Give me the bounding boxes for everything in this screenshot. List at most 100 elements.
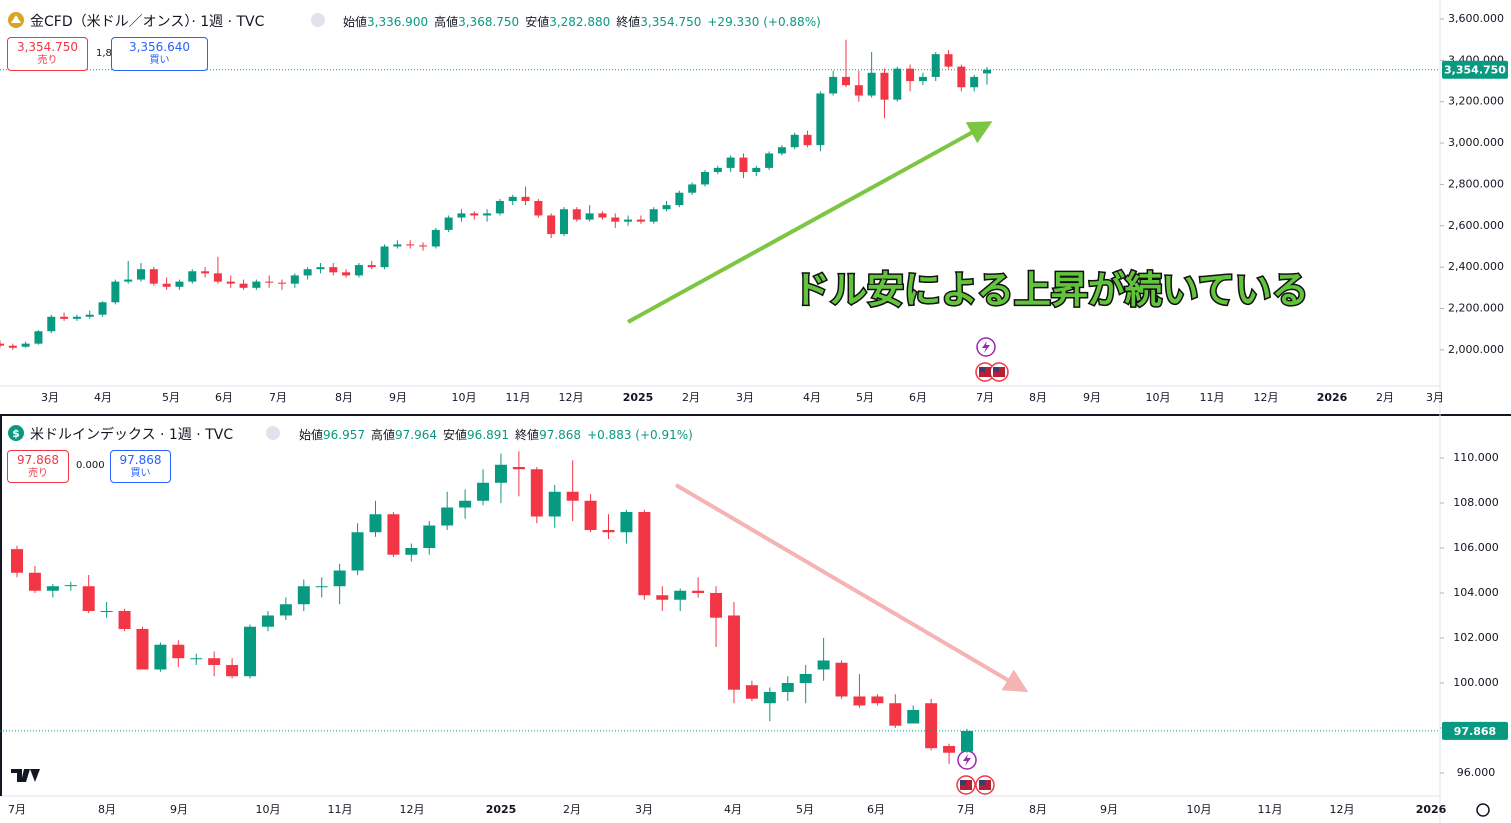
candle-body [351, 532, 364, 571]
candle-body [459, 500, 472, 508]
candle-body [880, 72, 889, 100]
ohlc-value: 3,336.900 [367, 15, 429, 29]
x-tick-label: 4月 [803, 391, 821, 404]
candle-body [47, 316, 56, 332]
candle-body [739, 157, 748, 173]
candle-body [315, 586, 328, 588]
candle-body [907, 709, 920, 724]
x-tick-label: 8月 [1029, 391, 1047, 404]
y-tick-label: 3,000.000 [1448, 136, 1504, 149]
candle-body [781, 682, 794, 692]
candle-body [611, 217, 620, 222]
x-tick-label: 11月 [506, 391, 531, 404]
candle-body [136, 628, 149, 670]
candle-body [799, 673, 812, 683]
y-tick-label: 2,400.000 [1448, 260, 1504, 273]
y-tick-label: 2,000.000 [1448, 343, 1504, 356]
x-tick-label: 2025 [486, 803, 517, 816]
dollar-icon: $ [12, 427, 20, 440]
candle-body [867, 72, 876, 96]
candle-body [72, 316, 81, 319]
x-tick-label: 6月 [867, 803, 885, 816]
buy-price: 97.868 [119, 453, 162, 467]
x-tick-label: 7月 [269, 391, 287, 404]
candle-body [701, 172, 709, 185]
ohlc: 始値3,336.900 高値3,368.750 安値3,282.880 終値3,354… [343, 13, 827, 30]
x-tick-label: 12月 [1330, 803, 1355, 816]
x-tick-label: 10月 [1146, 391, 1171, 404]
x-tick-label: 11月 [328, 803, 353, 816]
candle-body [943, 745, 956, 753]
x-tick-label: 3月 [1426, 391, 1444, 404]
candle-body [530, 469, 543, 517]
candle-body [252, 281, 261, 288]
candle-body [893, 68, 902, 100]
x-tick-label: 8月 [335, 391, 353, 404]
ohlc-value: 97.964 [395, 428, 438, 442]
x-tick-label: 2月 [682, 391, 700, 404]
candle-body [34, 331, 43, 344]
ohlc-label: 安値 [443, 428, 468, 442]
candle-body [777, 147, 786, 154]
candle-body [957, 66, 966, 88]
candle-body [100, 610, 113, 612]
y-tick-label: 104.000 [1453, 586, 1499, 599]
sell-button[interactable]: 97.868 売り [7, 450, 69, 483]
x-tick-label: 3月 [736, 391, 754, 404]
candle-body [871, 696, 884, 704]
candle-body [190, 658, 203, 660]
x-tick-label: 8月 [98, 803, 116, 816]
trend-arrow [674, 483, 1029, 693]
candle-body [405, 547, 418, 555]
candle-body [380, 246, 389, 268]
candle-body [745, 685, 758, 699]
candle-body [656, 595, 669, 600]
candle-body [763, 691, 776, 704]
change: +0.883 (+0.91%) [587, 428, 693, 442]
candle-body [226, 281, 235, 284]
candle-body [842, 76, 850, 86]
candle-body [279, 604, 292, 616]
annotation: ドル安による上昇が続いている [793, 269, 1309, 312]
symbol-title: 米ドルインデックス · 1週 · TVC [30, 427, 234, 443]
ohlc-label: 高値 [371, 428, 396, 442]
sell-button[interactable]: 3,354.750 売り [7, 37, 88, 71]
x-tick-label: 4月 [724, 803, 742, 816]
candle-body [333, 570, 346, 587]
ohlc-value: 96.957 [323, 428, 366, 442]
ohlc-label: 安値 [525, 15, 550, 29]
candle-body [162, 283, 171, 287]
candle-body [297, 586, 310, 605]
x-tick-label: 5月 [162, 391, 180, 404]
candle-body [495, 200, 504, 214]
x-tick-label: 8月 [1029, 803, 1047, 816]
candle-body [970, 76, 979, 88]
candle-body [790, 134, 799, 148]
ohlc-label: 終値 [515, 428, 540, 442]
candle-body [303, 269, 312, 276]
candle-body [816, 93, 825, 146]
buy-label: 買い [149, 55, 170, 66]
candle-body [585, 213, 594, 220]
x-tick-label: 5月 [856, 391, 874, 404]
x-tick-label: 2月 [563, 803, 581, 816]
candle-body [692, 590, 705, 593]
candle-body [649, 209, 658, 222]
buy-button[interactable]: 3,356.640 買い [111, 37, 208, 71]
x-tick-label: 11月 [1258, 803, 1283, 816]
ohlc-label: 始値 [343, 15, 368, 29]
candle-body [547, 215, 556, 235]
x-tick-label: 12月 [400, 803, 425, 816]
candle-body [369, 514, 382, 533]
candle-body [175, 281, 184, 287]
spread: 1,890 [96, 48, 125, 59]
buy-button[interactable]: 97.868 買い [110, 450, 171, 483]
candle-body [85, 314, 94, 317]
y-tick-label: 2,600.000 [1448, 219, 1504, 232]
candle-body [64, 585, 77, 587]
x-tick-label: 10月 [452, 391, 477, 404]
x-tick-label: 4月 [94, 391, 112, 404]
candle-body [983, 69, 991, 74]
candle-body [710, 592, 723, 618]
